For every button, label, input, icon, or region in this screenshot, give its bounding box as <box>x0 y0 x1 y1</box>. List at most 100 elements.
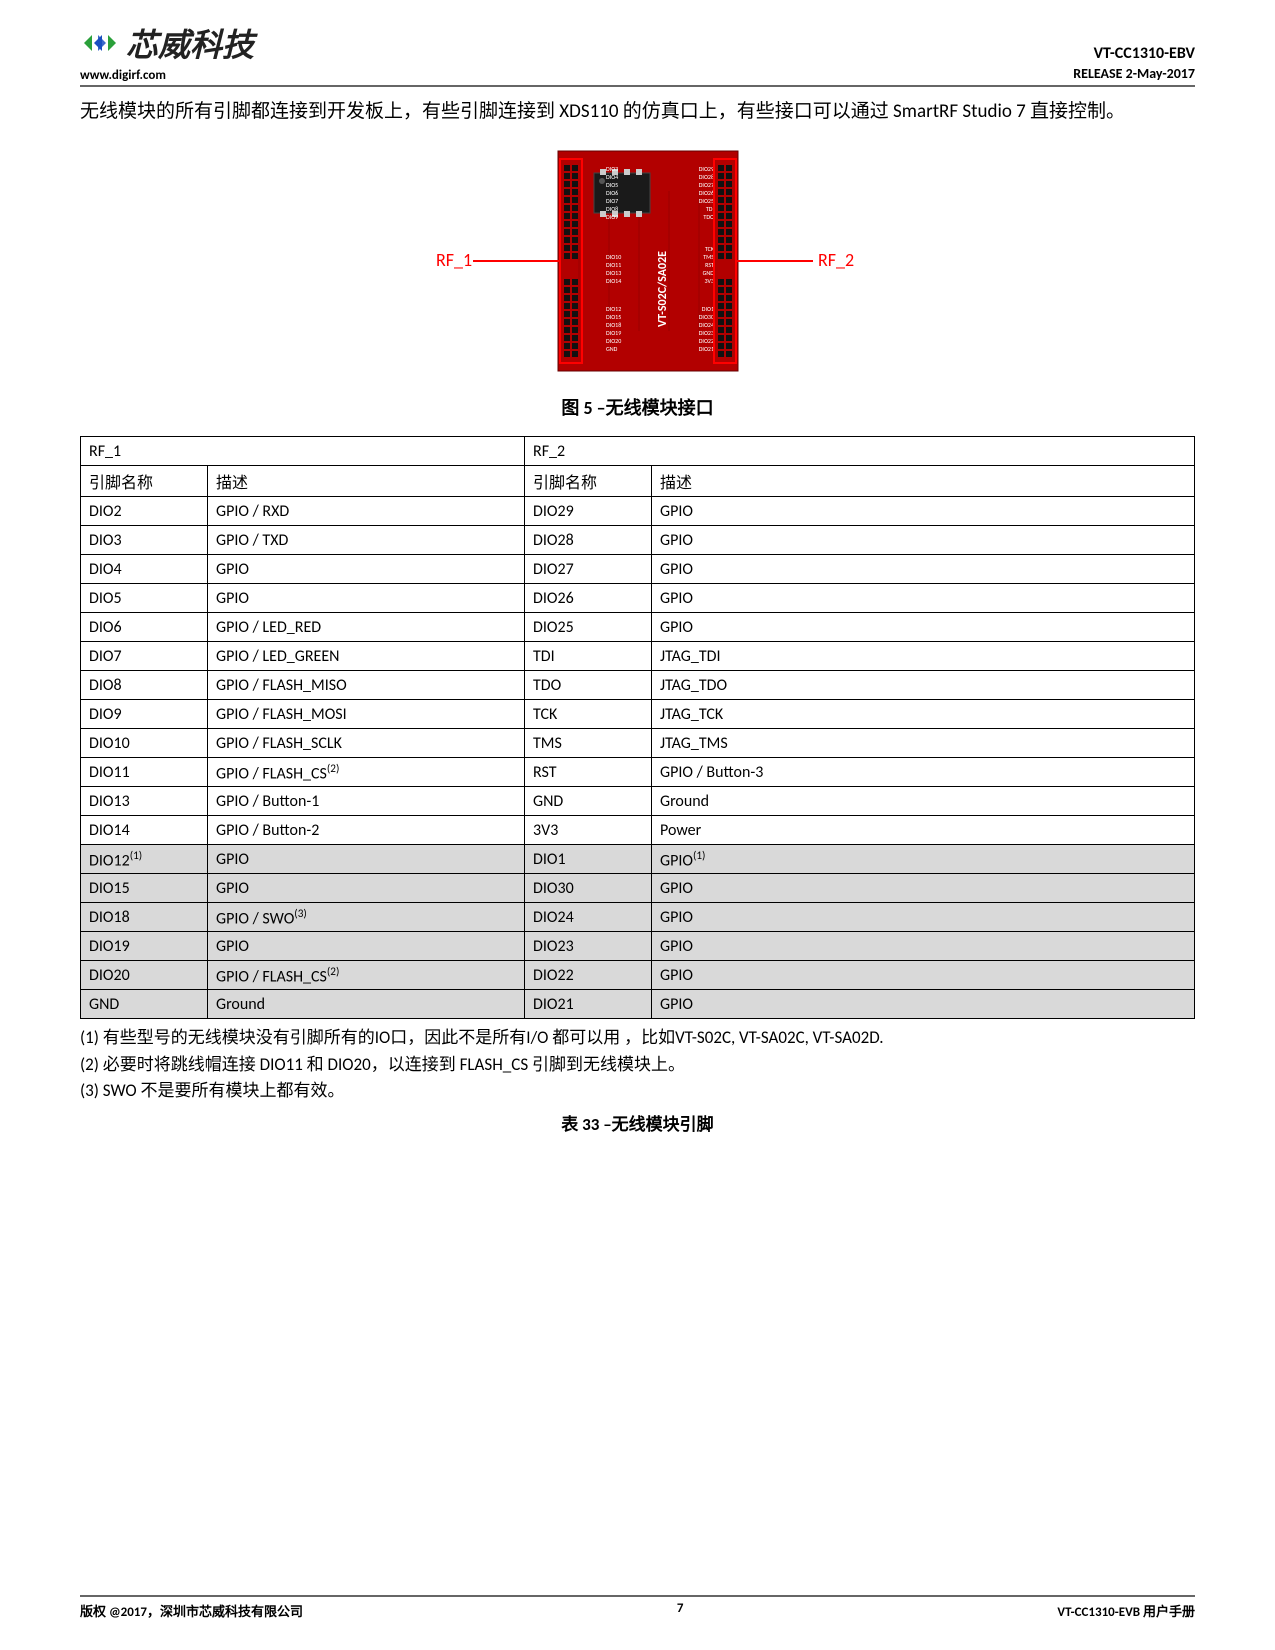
table-cell: DIO5 <box>81 584 208 613</box>
company-url: www.digirf.com <box>80 68 254 83</box>
svg-text:DIO24: DIO24 <box>698 321 713 329</box>
table-cell: GND <box>525 787 652 816</box>
footer-copyright: 版权 @2017，深圳市芯威科技有限公司 <box>80 1601 303 1620</box>
svg-text:DIO26: DIO26 <box>698 189 713 197</box>
table-cell: GPIO <box>208 932 525 961</box>
table-cell: DIO30 <box>525 874 652 903</box>
svg-text:DIO21: DIO21 <box>698 345 713 353</box>
page-footer: 版权 @2017，深圳市芯威科技有限公司 7 VT-CC1310-EVB 用户手… <box>80 1595 1195 1620</box>
table-cell: GPIO / LED_RED <box>208 613 525 642</box>
table-row: DIO8GPIO / FLASH_MISOTDOJTAG_TDO <box>81 671 1195 700</box>
table-cell: TMS <box>525 729 652 758</box>
table-header-rf2: RF_2 <box>525 437 1195 466</box>
company-name: 芯威科技 <box>126 20 254 66</box>
table-cell: GND <box>81 990 208 1019</box>
table-cell: DIO12(1) <box>81 845 208 874</box>
svg-text:DIO20: DIO20 <box>606 337 621 345</box>
table-cell: DIO22 <box>525 961 652 990</box>
table-cell: GPIO <box>652 555 1195 584</box>
table-cell: DIO13 <box>81 787 208 816</box>
col-header-pin2: 引脚名称 <box>525 466 652 497</box>
svg-text:DIO7: DIO7 <box>606 197 618 205</box>
svg-text:DIO28: DIO28 <box>698 173 713 181</box>
table-cell: GPIO / FLASH_CS(2) <box>208 758 525 787</box>
figure-5: VT-S02C/SA02EDIO3DIO4DIO5DIO6DIO7DIO8DIO… <box>80 141 1195 386</box>
company-logo: 芯威科技 <box>80 20 254 66</box>
logo-icon <box>80 28 120 58</box>
svg-text:TMS: TMS <box>703 253 714 261</box>
table-row: DIO3GPIO / TXDDIO28GPIO <box>81 526 1195 555</box>
table-cell: GPIO / FLASH_MOSI <box>208 700 525 729</box>
header-right: VT-CC1310-EBV RELEASE 2-May-2017 <box>1073 44 1195 83</box>
svg-text:DIO10: DIO10 <box>606 253 621 261</box>
table-cell: DIO15 <box>81 874 208 903</box>
table-cell: GPIO <box>652 526 1195 555</box>
table-cell: GPIO <box>652 961 1195 990</box>
table-cell: DIO3 <box>81 526 208 555</box>
svg-text:GND: GND <box>606 345 618 353</box>
table-cell: Power <box>652 816 1195 845</box>
svg-text:DIO11: DIO11 <box>606 261 621 269</box>
col-header-desc2: 描述 <box>652 466 1195 497</box>
table-cell: DIO19 <box>81 932 208 961</box>
footer-doc-title: VT-CC1310-EVB 用户手册 <box>1057 1601 1195 1620</box>
table-row: DIO2GPIO / RXDDIO29GPIO <box>81 497 1195 526</box>
table-row: DIO9GPIO / FLASH_MOSITCKJTAG_TCK <box>81 700 1195 729</box>
svg-text:DIO3: DIO3 <box>606 165 618 173</box>
table-row: DIO12(1)GPIODIO1GPIO(1) <box>81 845 1195 874</box>
table-cell: DIO27 <box>525 555 652 584</box>
footer-page-number: 7 <box>677 1601 684 1620</box>
table-cell: GPIO <box>652 932 1195 961</box>
table-cell: GPIO <box>652 874 1195 903</box>
table-cell: RST <box>525 758 652 787</box>
table-cell: DIO25 <box>525 613 652 642</box>
page-header: 芯威科技 www.digirf.com VT-CC1310-EBV RELEAS… <box>80 20 1195 87</box>
note-2: (2) 必要时将跳线帽连接 DIO11 和 DIO20，以连接到 FLASH_C… <box>80 1052 1195 1078</box>
table-cell: GPIO <box>208 845 525 874</box>
table-row: DIO13GPIO / Button-1GNDGround <box>81 787 1195 816</box>
svg-text:DIO4: DIO4 <box>606 173 618 181</box>
table-cell: DIO29 <box>525 497 652 526</box>
table-cell: GPIO <box>652 497 1195 526</box>
table-row: DIO20GPIO / FLASH_CS(2)DIO22GPIO <box>81 961 1195 990</box>
table-cell: DIO23 <box>525 932 652 961</box>
table-cell: GPIO <box>208 584 525 613</box>
model-number: VT-CC1310-EBV <box>1073 44 1195 65</box>
table-cell: DIO2 <box>81 497 208 526</box>
table-cell: GPIO <box>652 990 1195 1019</box>
table-cell: DIO1 <box>525 845 652 874</box>
svg-text:DIO25: DIO25 <box>698 197 713 205</box>
table-cell: TCK <box>525 700 652 729</box>
table-row: DIO7GPIO / LED_GREENTDIJTAG_TDI <box>81 642 1195 671</box>
svg-text:DIO23: DIO23 <box>698 329 713 337</box>
table-cell: DIO24 <box>525 903 652 932</box>
table-cell: GPIO <box>652 584 1195 613</box>
svg-text:RST: RST <box>705 261 714 269</box>
svg-text:DIO19: DIO19 <box>606 329 621 337</box>
table-cell: GPIO(1) <box>652 845 1195 874</box>
table-cell: DIO8 <box>81 671 208 700</box>
table-cell: GPIO / LED_GREEN <box>208 642 525 671</box>
table-cell: JTAG_TDI <box>652 642 1195 671</box>
table-row: GNDGroundDIO21GPIO <box>81 990 1195 1019</box>
svg-text:RF_1: RF_1 <box>436 249 472 271</box>
svg-text:RF_2: RF_2 <box>818 249 854 271</box>
note-1: (1) 有些型号的无线模块没有引脚所有的IO口，因此不是所有I/O 都可以用 ，… <box>80 1025 1195 1051</box>
svg-text:DIO22: DIO22 <box>698 337 713 345</box>
table-row: DIO6GPIO / LED_REDDIO25GPIO <box>81 613 1195 642</box>
table-cell: DIO11 <box>81 758 208 787</box>
svg-text:DIO13: DIO13 <box>606 269 621 277</box>
figure-caption: 图 5 –无线模块接口 <box>80 394 1195 420</box>
col-header-desc1: 描述 <box>208 466 525 497</box>
table-row: DIO15GPIODIO30GPIO <box>81 874 1195 903</box>
table-cell: TDI <box>525 642 652 671</box>
table-cell: GPIO / SWO(3) <box>208 903 525 932</box>
note-3: (3) SWO 不是要所有模块上都有效。 <box>80 1078 1195 1104</box>
svg-text:DIO5: DIO5 <box>606 181 618 189</box>
table-cell: DIO6 <box>81 613 208 642</box>
svg-text:DIO1: DIO1 <box>701 305 713 313</box>
table-notes: (1) 有些型号的无线模块没有引脚所有的IO口，因此不是所有I/O 都可以用 ，… <box>80 1025 1195 1104</box>
pcb-diagram: VT-S02C/SA02EDIO3DIO4DIO5DIO6DIO7DIO8DIO… <box>358 141 918 386</box>
svg-text:TDO: TDO <box>703 213 714 221</box>
svg-text:DIO8: DIO8 <box>606 205 618 213</box>
